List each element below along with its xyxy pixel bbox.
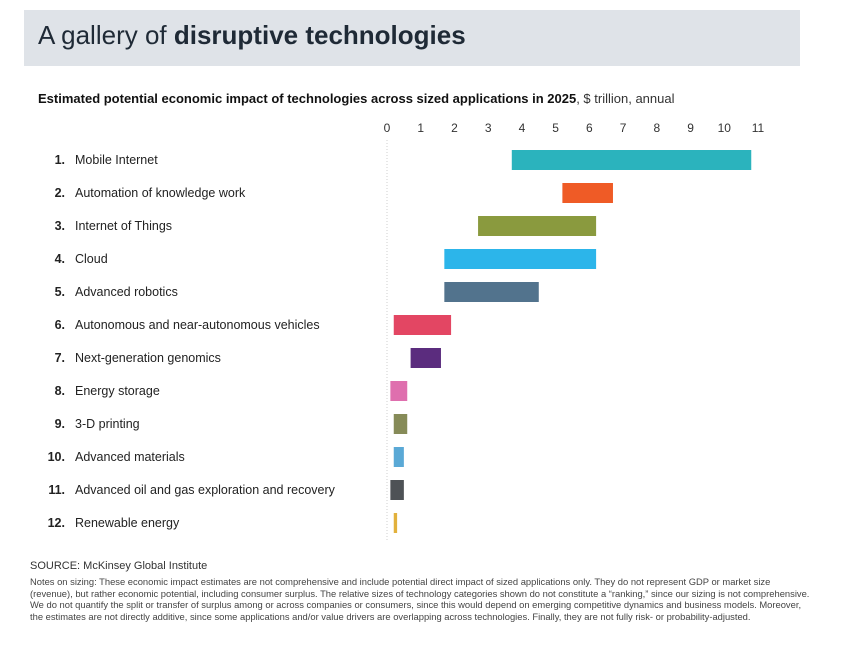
category-number: 2. (55, 186, 65, 200)
bar-chart: 0 1 2 3 4 5 6 7 8 9 10 11 1. Mobile Internet 2. Automat… (48, 121, 765, 540)
chart-heading: Estimated potential economic impact of t… (38, 91, 674, 106)
x-tick-label: 4 (519, 121, 526, 135)
x-tick-label: 11 (752, 121, 765, 135)
range-bar (478, 216, 597, 236)
category-number: 12. (48, 516, 65, 530)
x-tick-label: 2 (451, 121, 458, 135)
category-number: 11. (48, 483, 65, 497)
x-tick-label: 9 (687, 121, 694, 135)
x-tick-label: 5 (552, 121, 559, 135)
range-bar (410, 348, 441, 368)
category-label: Renewable energy (75, 516, 180, 530)
x-tick-label: 3 (485, 121, 492, 135)
page-title: A gallery of disruptive technologies (38, 20, 466, 51)
category-label: Advanced robotics (75, 285, 178, 299)
range-bar (393, 414, 408, 434)
x-tick-label: 0 (384, 121, 391, 135)
category-label: Advanced oil and gas exploration and rec… (75, 483, 336, 497)
category-label: Cloud (75, 252, 108, 266)
source-note: SOURCE: McKinsey Global Institute (30, 560, 208, 572)
chart-heading-unit: , $ trillion, annual (576, 91, 675, 106)
header-band: A gallery of disruptive technologies (24, 10, 800, 66)
range-bar (390, 480, 404, 500)
category-number: 8. (55, 384, 65, 398)
range-bar (444, 249, 597, 269)
x-tick-label: 10 (718, 121, 732, 135)
page-title-prefix: A gallery of (38, 20, 174, 50)
category-label: Energy storage (75, 384, 160, 398)
range-bar (444, 282, 539, 302)
category-label: Mobile Internet (75, 153, 158, 167)
range-bar (393, 447, 404, 467)
range-bar (390, 381, 408, 401)
category-number: 6. (55, 318, 65, 332)
category-number: 1. (55, 153, 65, 167)
category-number: 5. (55, 285, 65, 299)
range-bar (393, 315, 452, 335)
sizing-notes: Notes on sizing: These economic impact e… (30, 576, 810, 622)
page-title-bold: disruptive technologies (173, 20, 466, 50)
category-number: 7. (55, 351, 65, 365)
category-number: 4. (55, 252, 65, 266)
x-tick-label: 6 (586, 121, 593, 135)
range-bar (393, 513, 398, 533)
x-tick-label: 7 (620, 121, 627, 135)
x-tick-label: 1 (417, 121, 424, 135)
category-label: Autonomous and near-autonomous vehicles (75, 318, 320, 332)
category-label: Advanced materials (75, 450, 185, 464)
category-number: 3. (55, 219, 65, 233)
category-label: Automation of knowledge work (75, 186, 246, 200)
category-label: Internet of Things (75, 219, 172, 233)
category-label: 3-D printing (75, 417, 140, 431)
chart-heading-main: Estimated potential economic impact of t… (38, 91, 577, 106)
x-tick-label: 8 (653, 121, 660, 135)
range-bar (562, 183, 613, 203)
category-number: 10. (48, 450, 65, 464)
category-label: Next-generation genomics (75, 351, 221, 365)
category-number: 9. (55, 417, 65, 431)
range-bar (511, 150, 752, 170)
